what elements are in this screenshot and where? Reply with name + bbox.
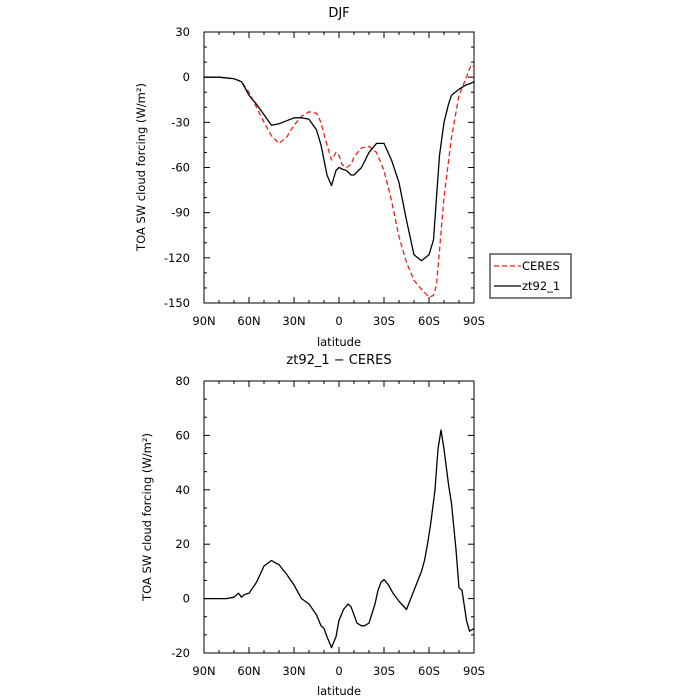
x-tick-label: 60S — [418, 314, 440, 328]
y-tick-labels-bottom: 80 60 40 20 0 -20 — [171, 374, 190, 660]
y-tick-label: 30 — [175, 25, 190, 39]
x-tick-label: 30N — [282, 664, 305, 678]
y-axis-title-bottom: TOA SW cloud forcing (W/m²) — [140, 433, 154, 602]
y-tick-label: -20 — [171, 646, 190, 660]
chart-djf: DJF 90N 60N 30N 0 30S 60S 90S 30 0 -30 -60 -90 -120… — [134, 6, 572, 349]
y-tick-label: 0 — [183, 592, 190, 606]
y-tick-label: -90 — [171, 206, 190, 220]
series-line-zt92-1 — [204, 76, 475, 262]
y-tick-label: -150 — [164, 296, 190, 310]
x-tick-label: 0 — [335, 314, 342, 328]
series-lines-bottom — [204, 429, 475, 649]
tick-marks-top — [203, 31, 475, 304]
legend-label-ceres: CERES — [522, 259, 560, 273]
y-tick-label: -30 — [171, 115, 190, 129]
x-axis-title-bottom: latitude — [317, 684, 361, 698]
x-tick-labels-top: 90N 60N 30N 0 30S 60S 90S — [192, 314, 485, 328]
x-tick-labels-bottom: 90N 60N 30N 0 30S 60S 90S — [192, 664, 485, 678]
legend: CERES zt92_1 — [489, 253, 572, 299]
tick-marks-bottom — [203, 380, 475, 654]
x-tick-label: 90N — [192, 314, 215, 328]
chart-title-bottom: zt92_1 − CERES — [286, 353, 391, 368]
chart-title-top: DJF — [328, 6, 349, 21]
x-tick-label: 30N — [282, 314, 305, 328]
y-tick-label: 20 — [175, 537, 190, 551]
y-tick-label: -120 — [164, 251, 190, 265]
y-tick-label: 0 — [183, 70, 190, 84]
chart-difference: zt92_1 − CERES 90N 60N 30N 0 30S 60S 90S 80 60 4… — [140, 353, 485, 698]
legend-box — [489, 253, 572, 299]
plot-frame-bottom — [203, 380, 475, 654]
x-tick-label: 30S — [373, 664, 395, 678]
x-tick-label: 0 — [335, 664, 342, 678]
series-lines-top — [204, 64, 475, 298]
y-axis-title-top: TOA SW cloud forcing (W/m²) — [134, 83, 148, 252]
x-tick-label: 60N — [237, 314, 260, 328]
series-line-difference — [204, 429, 475, 649]
x-tick-label: 30S — [373, 314, 395, 328]
legend-label-zt92: zt92_1 — [522, 279, 560, 293]
x-tick-label: 90N — [192, 664, 215, 678]
x-axis-title-top: latitude — [317, 335, 361, 349]
y-tick-labels-top: 30 0 -30 -60 -90 -120 -150 — [164, 25, 190, 310]
x-tick-label: 60S — [418, 664, 440, 678]
y-tick-label: 40 — [175, 483, 190, 497]
series-line-ceres — [204, 64, 475, 298]
y-tick-label: 80 — [175, 374, 190, 388]
x-tick-label: 90S — [463, 664, 485, 678]
x-tick-label: 60N — [237, 664, 260, 678]
y-tick-label: -60 — [171, 161, 190, 175]
x-tick-label: 90S — [463, 314, 485, 328]
y-tick-label: 60 — [175, 428, 190, 442]
